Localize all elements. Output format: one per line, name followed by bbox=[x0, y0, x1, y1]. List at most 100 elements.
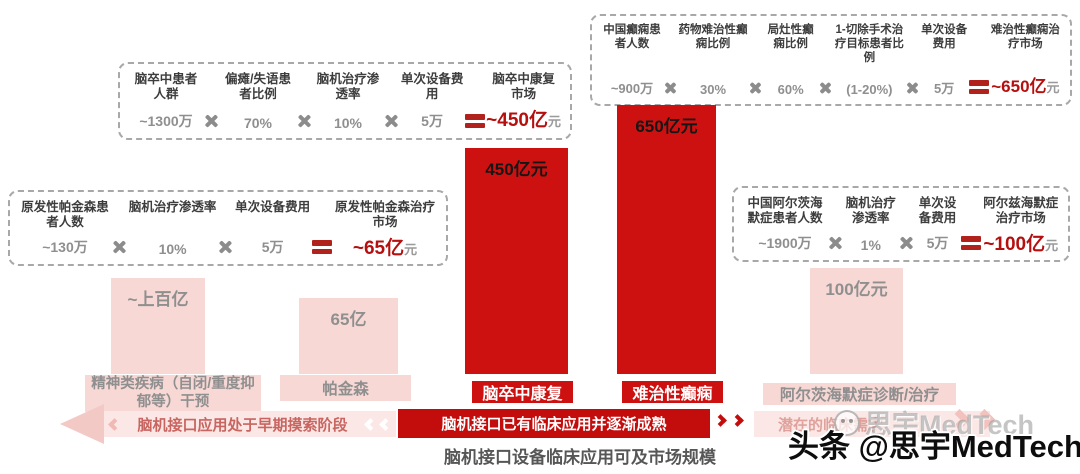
bar-value-label: 100亿元 bbox=[825, 280, 888, 299]
bar-value-label: 65亿 bbox=[330, 310, 367, 329]
siyu-avatar-icon bbox=[834, 409, 860, 436]
factor: 1-切除手术治疗目标患者比例 (1-20%) bbox=[833, 24, 905, 97]
chevron-left-icon bbox=[379, 417, 392, 431]
result-label: 难治性癫痫治疗市场 bbox=[990, 24, 1060, 50]
callout-parkinson-market: 原发性帕金森患者人数 ~130万 脑机治疗渗透率 10% 单次设备费用 5万 原… bbox=[8, 190, 448, 266]
multiply-icon bbox=[819, 81, 832, 94]
bar-value-label: 650亿元 bbox=[635, 117, 698, 136]
factor-label: 药物难治性癫痫比例 bbox=[678, 24, 748, 50]
bar-value-label: 450亿元 bbox=[485, 160, 548, 179]
factor: 脑机治疗渗透率 10% bbox=[128, 200, 217, 257]
factor: 原发性帕金森患者人数 ~130万 bbox=[19, 200, 111, 257]
equals-icon bbox=[961, 236, 982, 250]
factor-label: 脑卒中患者人群 bbox=[134, 72, 198, 101]
factor-label: 单次设备费用 bbox=[921, 24, 968, 50]
factor-label: 中国癫痫患者人数 bbox=[603, 24, 661, 50]
multiply-icon bbox=[384, 113, 399, 128]
factor: 脑机治疗渗透率 10% bbox=[313, 72, 383, 131]
multiply-icon bbox=[297, 113, 312, 128]
bar-value-label: ~上百亿 bbox=[127, 290, 189, 309]
factor-value: 60% bbox=[777, 82, 804, 97]
category-stroke: 脑卒中康复 bbox=[472, 381, 573, 403]
multiply-icon bbox=[749, 81, 762, 94]
page-title: 脑机接口设备临床应用可及市场规模 bbox=[444, 448, 716, 467]
factor-value: 5万 bbox=[926, 235, 949, 251]
factor-label: 单次设备费用 bbox=[235, 200, 311, 214]
factor: 局灶性癫痫比例 60% bbox=[763, 24, 818, 97]
factor: 单次设备费用 5万 bbox=[920, 24, 967, 97]
stage-early-label: 脑机接口应用处于早期摸索阶段 bbox=[137, 416, 348, 434]
factor-value: 1% bbox=[860, 237, 881, 253]
factor: 偏瘫/失语患者比例 70% bbox=[220, 72, 296, 131]
equals-icon bbox=[465, 114, 486, 128]
category-epilepsy: 难治性癫痫 bbox=[622, 381, 723, 403]
category-psychiatric: 精神类疾病（自闭/重度抑郁等）干预 bbox=[85, 375, 261, 412]
bar-alzheimer: 100亿元 bbox=[810, 268, 903, 374]
factor: 中国阿尔茨海默症患者人数 ~1900万 bbox=[743, 196, 827, 253]
factor-label: 脑机治疗渗透率 bbox=[316, 72, 380, 101]
result-label: 阿尔兹海默症治疗市场 bbox=[983, 196, 1059, 225]
stage-divider-chevrons bbox=[714, 414, 744, 427]
factor-value: ~1900万 bbox=[758, 235, 812, 251]
factor-label: 1-切除手术治疗目标患者比例 bbox=[834, 24, 904, 64]
multiply-icon bbox=[906, 81, 919, 94]
stage-arrow-left-head bbox=[60, 404, 104, 444]
result-value: ~65亿元 bbox=[352, 238, 418, 259]
chevron-right-icon bbox=[731, 414, 744, 427]
factor-result: 阿尔兹海默症治疗市场 ~100亿元 bbox=[982, 196, 1059, 255]
multiply-icon bbox=[112, 239, 127, 254]
equals-icon bbox=[312, 240, 332, 254]
factor-value: 5万 bbox=[261, 239, 284, 255]
factor: 脑卒中患者人群 ~1300万 bbox=[129, 72, 203, 131]
factor: 中国癫痫患者人数 ~900万 bbox=[601, 24, 663, 97]
factor: 药物难治性癫痫比例 30% bbox=[678, 24, 748, 97]
bar-stroke: 450亿元 bbox=[465, 148, 568, 374]
chevron-right-icon bbox=[714, 414, 727, 427]
category-alzheimer: 阿尔茨海默症诊断/治疗 bbox=[763, 383, 956, 405]
result-label: 脑卒中康复市场 bbox=[492, 72, 555, 101]
multiply-icon bbox=[899, 235, 914, 250]
result-value: ~650亿元 bbox=[991, 77, 1060, 96]
stage-mature-band: 脑机接口已有临床应用并逐渐成熟 bbox=[398, 409, 710, 438]
factor-label: 单次设备费用 bbox=[918, 196, 957, 225]
result-value: ~450亿元 bbox=[486, 110, 561, 131]
chevron-left-icon bbox=[364, 417, 377, 431]
factor-result: 难治性癫痫治疗市场 ~650亿元 bbox=[990, 24, 1061, 97]
factor-label: 局灶性癫痫比例 bbox=[767, 24, 814, 50]
factor-label: 偏瘫/失语患者比例 bbox=[225, 72, 291, 101]
factor-value: 10% bbox=[333, 115, 363, 131]
category-parkinson: 帕金森 bbox=[280, 375, 411, 401]
factor-label: 脑机治疗渗透率 bbox=[845, 196, 896, 225]
stage-mature-label: 脑机接口已有临床应用并逐渐成熟 bbox=[441, 416, 667, 433]
factor-value: 30% bbox=[699, 82, 727, 97]
factor-value: 5万 bbox=[933, 81, 955, 96]
factor: 单次设备费用 5万 bbox=[915, 196, 961, 253]
factor-value: 5万 bbox=[421, 113, 443, 129]
factor-value: (1-20%) bbox=[846, 82, 893, 97]
result-value: ~100亿元 bbox=[983, 234, 1059, 255]
equals-icon bbox=[968, 80, 989, 94]
factor-label: 中国阿尔茨海默症患者人数 bbox=[747, 196, 823, 225]
factor: 脑机治疗渗透率 1% bbox=[844, 196, 898, 253]
factor: 单次设备费用 5万 bbox=[400, 72, 464, 131]
factor-label: 脑机治疗渗透率 bbox=[128, 200, 217, 214]
multiply-icon bbox=[664, 81, 677, 94]
factor-value: ~900万 bbox=[610, 81, 654, 96]
watermark-ghost: 思宇MedTech bbox=[834, 403, 1034, 442]
factor: 单次设备费用 5万 bbox=[234, 200, 311, 257]
callout-epilepsy-market: 中国癫痫患者人数 ~900万 药物难治性癫痫比例 30% 局灶性癫痫比例 60%… bbox=[590, 14, 1072, 106]
factor-result: 原发性帕金森治疗市场 ~65亿元 bbox=[333, 200, 437, 259]
bar-parkinson: 65亿 bbox=[299, 298, 398, 374]
factor-result: 脑卒中康复市场 ~450亿元 bbox=[486, 72, 561, 131]
result-label: 原发性帕金森治疗市场 bbox=[334, 200, 435, 229]
multiply-icon bbox=[828, 235, 843, 250]
callout-stroke-market: 脑卒中患者人群 ~1300万 偏瘫/失语患者比例 70% 脑机治疗渗透率 10%… bbox=[118, 62, 572, 140]
bar-psychiatric: ~上百亿 bbox=[111, 278, 205, 374]
watermark-main: 头条 @思宇MedTech bbox=[788, 429, 1080, 464]
factor-label: 单次设备费用 bbox=[400, 72, 464, 101]
factor-value: ~130万 bbox=[42, 239, 88, 255]
watermark-ghost-text: 思宇MedTech bbox=[865, 410, 1035, 440]
bar-epilepsy: 650亿元 bbox=[617, 105, 716, 374]
callout-alzheimer-market: 中国阿尔茨海默症患者人数 ~1900万 脑机治疗渗透率 1% 单次设备费用 5万… bbox=[732, 186, 1070, 262]
